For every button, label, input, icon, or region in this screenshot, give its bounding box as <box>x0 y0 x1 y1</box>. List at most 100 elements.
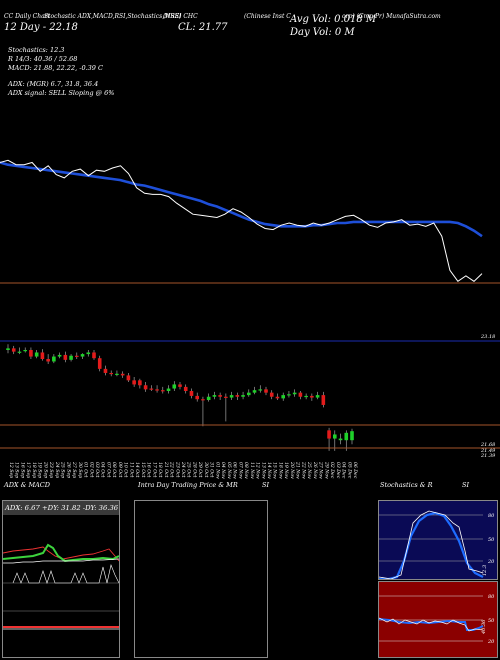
avg-volume: Avg Vol: 0.018 M <box>290 14 377 25</box>
stoch-panel-si: SI <box>462 481 470 489</box>
stochastics-panel: 80 50 20 12.3 <box>378 500 498 580</box>
candle-body <box>338 438 343 441</box>
x-date-label: 06 Nov <box>232 462 238 479</box>
candle-body <box>109 372 113 375</box>
candle-body <box>264 389 268 393</box>
x-date-label: 17 Sep <box>25 462 31 478</box>
x-date-label: 01 Oct <box>83 462 89 478</box>
moving-average-line <box>0 161 483 238</box>
candle-body <box>327 430 331 439</box>
candle-body <box>69 355 73 360</box>
intra-panel-si: SI <box>262 481 270 489</box>
candle-body <box>247 392 251 396</box>
day-volume: Day Vol: 0 M <box>290 27 355 38</box>
stoch-tick-80: 80 <box>488 513 495 519</box>
company-name: (Chinese Inst C <box>244 13 291 20</box>
candle-body <box>138 380 142 386</box>
candle-body <box>143 385 148 390</box>
x-date-label: 17 Oct <box>151 462 157 478</box>
x-date-label: 21 Nov <box>295 461 301 479</box>
candle-body <box>258 389 263 391</box>
price-line <box>0 159 483 282</box>
x-date-label: 01 Nov <box>214 462 220 479</box>
stoch-last-value: 12.3 <box>482 565 488 576</box>
x-date-label: 23 Oct <box>174 461 180 478</box>
candle-body <box>86 352 91 355</box>
candle-body <box>195 395 199 400</box>
candle-body <box>333 434 337 439</box>
rsi-tick-20: 20 <box>487 639 495 645</box>
adx-signal-stat: ADX signal: SELL Sloping @ 6% <box>8 89 115 97</box>
x-date-label: 07 Oct <box>105 462 111 478</box>
x-date-label: 31 Oct <box>209 462 215 478</box>
x-date-label: 20 Sep <box>42 461 48 478</box>
x-date-label: 19 Sep <box>37 462 43 478</box>
stoch-tick-50: 50 <box>488 537 495 543</box>
candle-body <box>275 396 280 399</box>
candle-body <box>287 394 291 396</box>
x-date-label: 23 Sep <box>48 461 54 478</box>
x-date-label: 22 Nov <box>300 461 306 479</box>
candle-body <box>212 395 217 397</box>
rsi-last-value: 40.36 <box>481 619 487 635</box>
x-date-label: 16 Oct <box>146 462 152 478</box>
candle-body <box>172 384 177 389</box>
x-date-label: 08 Nov <box>243 462 249 479</box>
x-axis-dates: 12 Sep 13 Sep 16 Sep 17 Sep 18 Sep 19 Sep 20 S… <box>8 461 358 479</box>
candle-body <box>120 373 125 376</box>
candle-body <box>252 390 257 393</box>
x-date-label: 02 Oct <box>88 462 94 478</box>
candle-body <box>281 395 285 399</box>
x-date-label: 18 Nov <box>277 462 283 479</box>
x-date-label: 19 Nov <box>283 462 289 479</box>
macd-histogram-outline <box>12 563 119 584</box>
x-date-label: 25 Oct <box>186 461 192 478</box>
x-date-label: 11 Nov <box>249 462 255 479</box>
x-date-label: 30 Oct <box>203 462 209 478</box>
candle-body <box>40 352 45 360</box>
x-date-label: 18 Oct <box>157 462 163 478</box>
x-date-label: 08 Oct <box>111 462 117 478</box>
candle-body <box>57 354 62 357</box>
candle-body <box>6 348 10 350</box>
candle-body <box>224 396 228 398</box>
x-date-label: 27 Nov <box>318 461 324 479</box>
candle-body <box>149 388 154 390</box>
x-date-label: 06 Dec <box>352 462 358 479</box>
candle-body <box>350 431 354 441</box>
x-date-label: 15 Nov <box>272 462 278 479</box>
x-date-label: 26 Nov <box>312 461 318 479</box>
x-date-label: 12 Sep <box>8 462 14 478</box>
adx-line <box>3 558 119 564</box>
stoch-d-line <box>379 511 484 579</box>
rsi-svg: 80 50 20 40.36 <box>379 594 495 645</box>
x-date-label: 14 Oct <box>134 462 140 478</box>
x-date-label: 05 Nov <box>226 462 232 479</box>
candle-body <box>235 395 240 397</box>
moving-average-series <box>0 159 483 282</box>
candlestick-series <box>6 344 354 451</box>
x-date-label: 21 Oct <box>163 461 169 478</box>
price-label-low3: 21.39 <box>480 453 496 459</box>
candle-body <box>155 389 159 391</box>
adx-macd-panel: ADX: 6.67 +DY: 31.82 -DY: 36.36 <box>2 500 120 658</box>
candle-body <box>11 348 16 352</box>
macd-stat: MACD: 21.88, 22.22, -0.39 C <box>8 64 103 72</box>
x-date-label: 22 Oct <box>169 461 175 478</box>
candle-body <box>75 355 79 357</box>
candle-body <box>315 395 320 398</box>
candle-body <box>229 395 234 398</box>
candle-body <box>310 395 314 398</box>
x-date-label: 10 Oct <box>123 462 129 478</box>
adx-macd-svg <box>3 543 119 630</box>
candle-body <box>23 350 27 352</box>
stock-symbol: (NSE) CHC <box>163 13 198 20</box>
x-date-label: 05 Dec <box>346 462 352 479</box>
rsi-line <box>379 617 484 632</box>
intraday-panel <box>134 500 268 658</box>
stoch-tick-20: 20 <box>487 559 495 565</box>
candle-body <box>304 395 308 398</box>
price-label-top: 23.18 <box>480 334 495 340</box>
candle-body <box>201 399 205 401</box>
x-date-label: 07 Nov <box>237 462 243 479</box>
